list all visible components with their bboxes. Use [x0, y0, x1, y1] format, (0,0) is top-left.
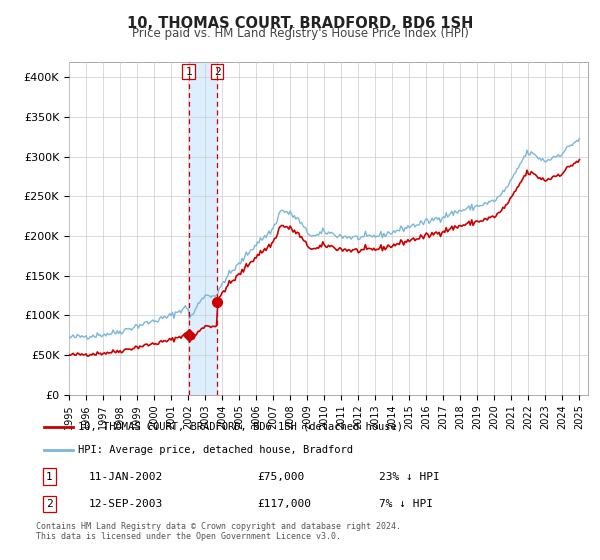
- Text: 10, THOMAS COURT, BRADFORD, BD6 1SH (detached house): 10, THOMAS COURT, BRADFORD, BD6 1SH (det…: [78, 422, 403, 432]
- Text: Contains HM Land Registry data © Crown copyright and database right 2024.
This d: Contains HM Land Registry data © Crown c…: [36, 522, 401, 542]
- Text: 12-SEP-2003: 12-SEP-2003: [89, 499, 163, 509]
- Bar: [188, 62, 217, 395]
- Text: 11-JAN-2002: 11-JAN-2002: [89, 472, 163, 482]
- Text: 1: 1: [46, 472, 53, 482]
- Text: £117,000: £117,000: [258, 499, 312, 509]
- Text: 7% ↓ HPI: 7% ↓ HPI: [379, 499, 433, 509]
- Text: HPI: Average price, detached house, Bradford: HPI: Average price, detached house, Brad…: [78, 445, 353, 455]
- Text: Price paid vs. HM Land Registry's House Price Index (HPI): Price paid vs. HM Land Registry's House …: [131, 27, 469, 40]
- Text: 2: 2: [46, 499, 53, 509]
- Text: 10, THOMAS COURT, BRADFORD, BD6 1SH: 10, THOMAS COURT, BRADFORD, BD6 1SH: [127, 16, 473, 31]
- Text: 23% ↓ HPI: 23% ↓ HPI: [379, 472, 440, 482]
- Text: £75,000: £75,000: [258, 472, 305, 482]
- Text: 2: 2: [214, 67, 221, 77]
- Text: 1: 1: [185, 67, 192, 77]
